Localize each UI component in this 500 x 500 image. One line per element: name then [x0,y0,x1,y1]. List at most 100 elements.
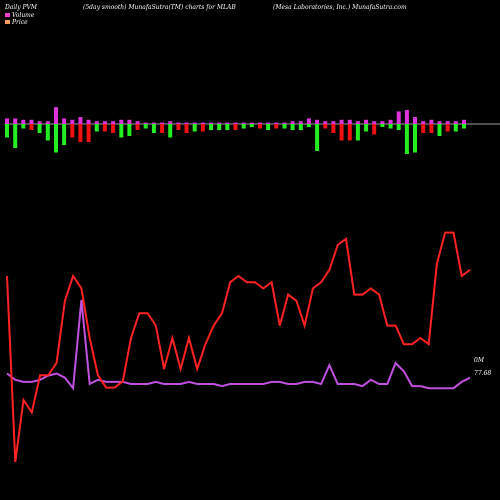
volume-line [6,299,471,391]
movement-bar [380,124,385,127]
movement-bar [462,124,466,129]
movement-bar [151,124,156,133]
volume-bar [445,121,450,124]
volume-bar [453,121,458,124]
movement-bar [184,124,189,133]
volume-bar [241,122,246,124]
volume-bar [290,121,295,124]
price-line [6,231,471,463]
movement-bar [241,124,246,129]
volume-bar [78,117,83,124]
volume-bar [306,118,311,124]
movement-bar [45,124,50,141]
movement-bar [102,124,107,132]
volume-bar [396,111,401,124]
movement-bar [217,124,222,130]
volume-bar [111,121,116,124]
movement-bar [372,124,377,135]
movement-bar [70,124,75,138]
volume-bar [413,117,417,124]
volume-bar [86,119,91,124]
volume-bar [13,118,18,124]
volume-bar [266,122,271,124]
movement-bar [233,124,238,130]
movement-bar [135,124,140,130]
movement-bar [339,124,344,141]
volume-bar [143,122,148,124]
volume-bar [135,121,140,124]
movement-bar [388,124,393,129]
movement-bar [62,124,67,145]
volume-bar [54,107,58,124]
volume-bar [282,122,287,124]
chart-header-left: Daily PVM [4,4,38,11]
movement-bar [266,124,271,130]
movement-bar [364,124,369,132]
movement-bar [453,124,458,132]
volume-bar [94,121,99,124]
legend-swatch-volume [5,13,10,17]
volume-bar [192,122,197,124]
volume-bar [355,121,360,124]
legend-label-volume: Volume [12,12,35,19]
volume-bar [298,121,303,124]
movement-bar [13,124,18,148]
volume-movement-bars [5,107,466,154]
movement-bar [209,124,213,130]
movement-bar [290,124,295,130]
volume-bar [380,121,385,124]
volume-bar [462,119,466,124]
movement-bar [315,124,320,151]
volume-bar [404,110,409,124]
volume-bar [127,119,132,124]
volume-bar [102,121,107,124]
volume-bar [5,118,9,124]
volume-bar [119,119,124,124]
volume-bar [37,121,42,124]
movement-bar [111,124,116,133]
legend-label-price: Price [11,19,28,26]
volume-bar [233,122,238,124]
movement-bar [5,124,9,138]
volume-bar [217,122,222,124]
movement-bar [347,124,352,141]
volume-bar [249,122,254,124]
movement-bar [192,124,197,132]
volume-bar [421,121,426,124]
volume-bar [258,122,262,124]
movement-bar [421,124,426,133]
movement-bar [225,124,230,130]
chart-header-right: (Mesa Laboratories, Inc.) MunafaSutra.co… [273,4,407,11]
volume-bar [315,119,320,124]
volume-bar [160,122,165,124]
volume-bar [184,122,189,124]
volume-bar [21,119,26,124]
movement-bar [200,124,205,132]
volume-bar [274,122,279,124]
movement-bar [282,124,287,129]
movement-bar [404,124,409,154]
volume-bar [364,119,369,124]
volume-bar [70,119,75,124]
volume-bar [388,119,393,124]
movement-bar [127,124,132,136]
movement-bar [119,124,124,138]
volume-bar [225,122,230,124]
movement-bar [429,124,434,133]
volume-bar [29,119,34,124]
movement-bar [258,124,262,129]
movement-bar [86,124,91,142]
volume-bar [209,122,213,124]
movement-bar [176,124,181,130]
volume-bar [347,119,352,124]
movement-bar [306,124,311,127]
movement-bar [78,124,83,142]
movement-bar [160,124,165,133]
volume-bar [429,119,434,124]
movement-bar [413,124,417,153]
movement-bar [37,124,42,133]
movement-bar [274,124,279,129]
price-end-label: 77.68 [474,370,491,377]
